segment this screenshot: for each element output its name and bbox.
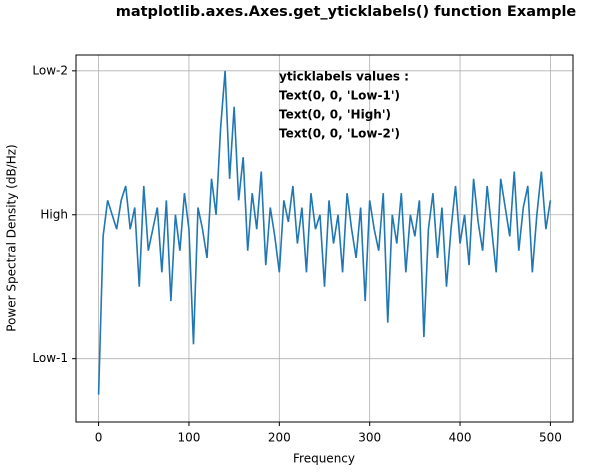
annotation: yticklabels values : Text(0, 0, 'Low-1') T… xyxy=(279,70,409,141)
x-tick-label: 500 xyxy=(539,431,562,445)
annotation-line: yticklabels values : xyxy=(279,70,409,84)
annotation-line: Text(0, 0, 'Low-2') xyxy=(279,127,400,141)
y-axis-label: Power Spectral Density (dB/Hz) xyxy=(5,144,19,331)
annotation-line: Text(0, 0, 'High') xyxy=(279,108,391,122)
y-tick-label: Low-2 xyxy=(32,63,68,77)
plot xyxy=(97,70,552,395)
x-tick-label: 0 xyxy=(95,431,103,445)
x-axis-label: Frequency xyxy=(293,452,355,466)
axes-frame xyxy=(75,54,574,423)
y-tick-label: High xyxy=(40,207,68,221)
x-tick-label: 400 xyxy=(449,431,472,445)
chart-title: matplotlib.axes.Axes.get_yticklabels() f… xyxy=(116,4,577,20)
data-line xyxy=(97,70,552,395)
x-tick-label: 200 xyxy=(268,431,291,445)
y-tick-label: Low-1 xyxy=(32,351,68,365)
x-tick-label: 300 xyxy=(358,431,381,445)
x-tick-label: 100 xyxy=(178,431,201,445)
annotation-line: Text(0, 0, 'Low-1') xyxy=(279,89,400,103)
